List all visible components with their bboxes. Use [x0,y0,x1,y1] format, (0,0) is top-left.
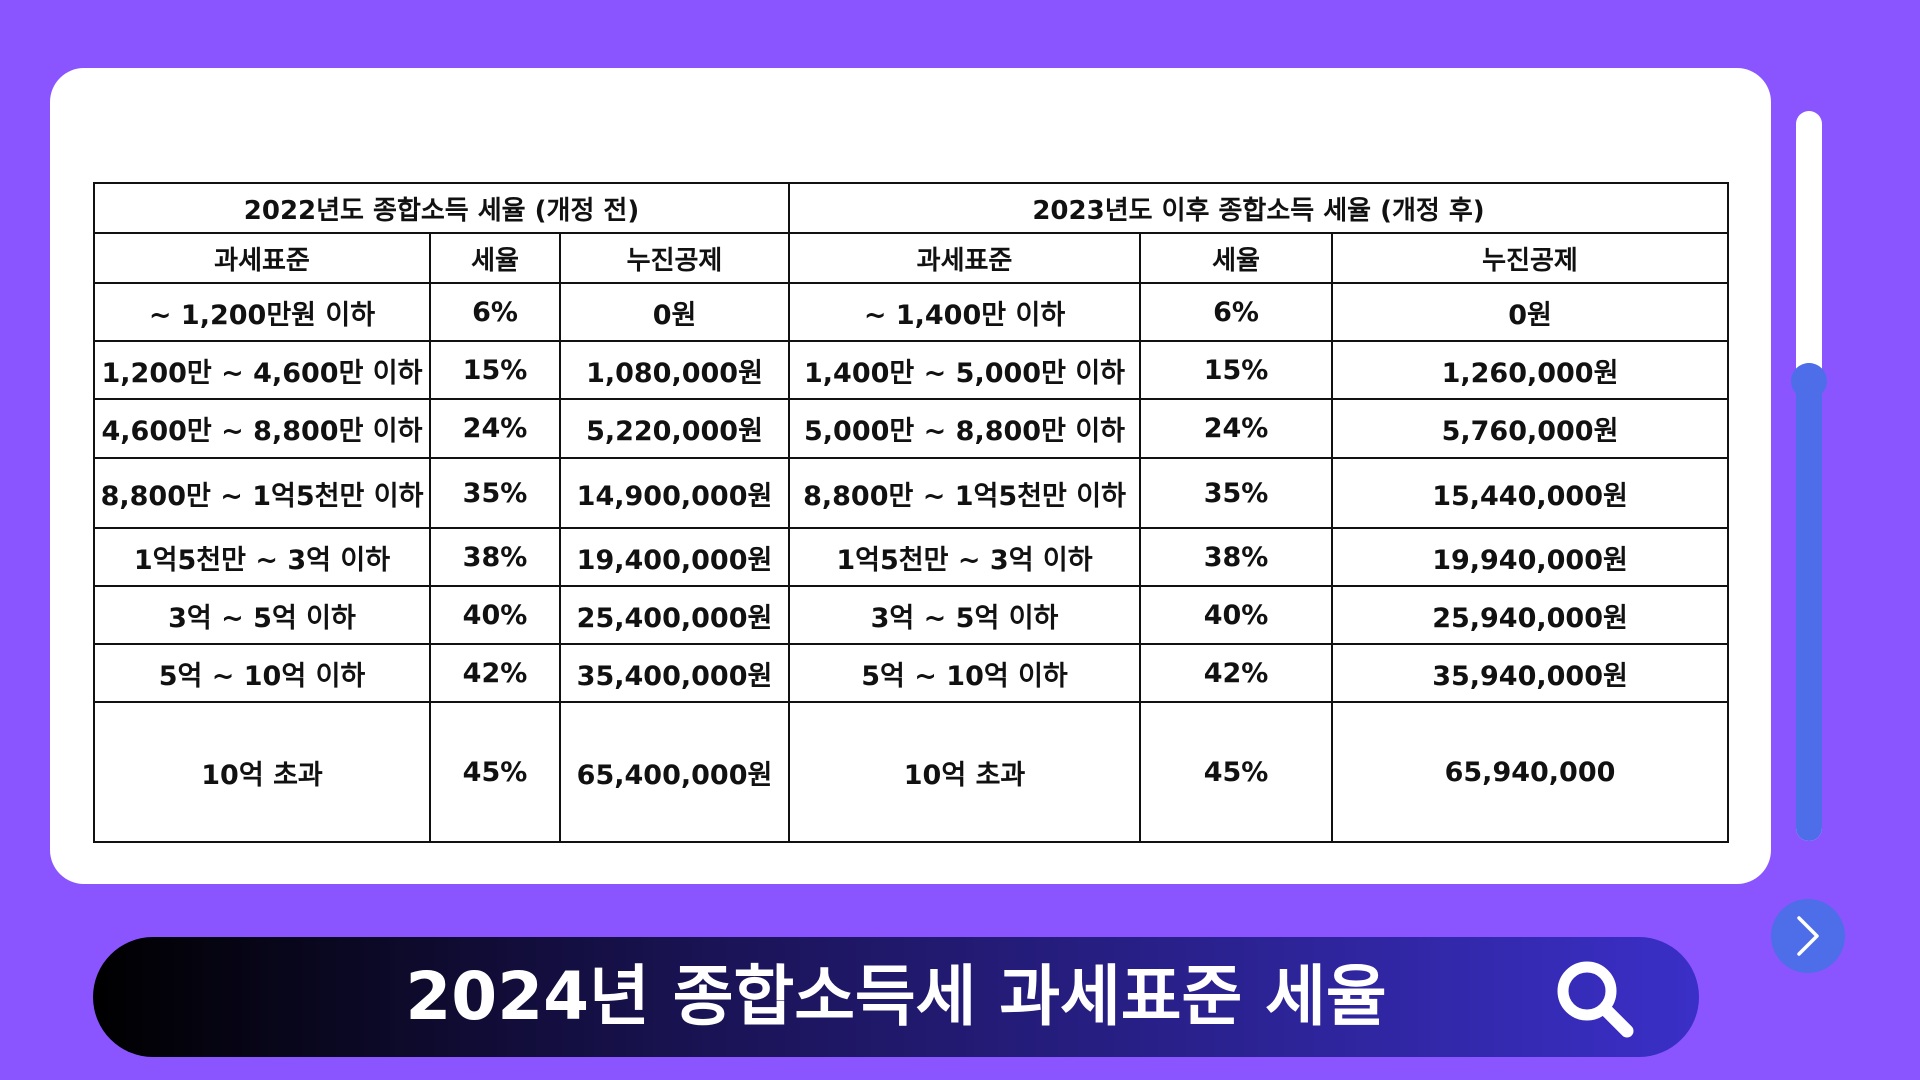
table-cell: 1,200만 ~ 4,600만 이하 [93,340,431,400]
table-row: 1,200만 ~ 4,600만 이하 15% 1,080,000원 1,400만… [93,340,1730,400]
table-cell: 15% [1139,340,1334,400]
table-cell: 40% [429,585,561,645]
table-cell: 65,400,000원 [558,701,791,843]
column-header-rate: 세율 [429,232,561,284]
table-cell: 5,760,000원 [1331,398,1730,459]
table-cell: 35% [429,457,561,529]
search-bar-title: 2024년 종합소득세 과세표준 세율 [405,958,1387,1035]
column-header-tax-base: 과세표준 [788,232,1142,284]
table-cell: 24% [1139,398,1334,459]
table-cell: 15,440,000원 [1331,457,1730,529]
table-cell: 25,400,000원 [558,585,791,645]
after-reform-title: 2023년도 이후 종합소득 세율 (개정 후) [788,182,1730,234]
search-icon[interactable] [1553,957,1637,1041]
table-cell: 42% [1139,643,1334,703]
scrollbar-handle[interactable] [1791,363,1827,399]
table-cell: 40% [1139,585,1334,645]
table-row: ~ 1,200만원 이하 6% 0원 ~ 1,400만 이하 6% 0원 [93,282,1730,342]
table-cell: 45% [1139,701,1334,843]
scrollbar-thumb[interactable] [1796,363,1822,841]
table-cell: 10억 초과 [788,701,1142,843]
table-cell: 1,080,000원 [558,340,791,400]
table-cell: 38% [1139,527,1334,587]
content-card: 2022년도 종합소득 세율 (개정 전) 2023년도 이후 종합소득 세율 … [50,68,1771,884]
table-cell: 45% [429,701,561,843]
table-cell: 42% [429,643,561,703]
table-cell: ~ 1,400만 이하 [788,282,1142,342]
table-cell: 35% [1139,457,1334,529]
table-cell: 6% [1139,282,1334,342]
table-header-row: 과세표준 세율 누진공제 과세표준 세율 누진공제 [93,232,1730,284]
scrollbar-track[interactable] [1791,111,1827,841]
table-cell: 5,000만 ~ 8,800만 이하 [788,398,1142,459]
table-cell: 19,940,000원 [1331,527,1730,587]
table-row: 1억5천만 ~ 3억 이하 38% 19,400,000원 1억5천만 ~ 3억… [93,527,1730,587]
table-cell: 5,220,000원 [558,398,791,459]
table-cell: 3억 ~ 5억 이하 [788,585,1142,645]
table-cell: ~ 1,200만원 이하 [93,282,431,342]
table-cell: 65,940,000 [1331,701,1730,843]
table-row: 4,600만 ~ 8,800만 이하 24% 5,220,000원 5,000만… [93,398,1730,459]
table-cell: 0원 [558,282,791,342]
table-cell: 1,260,000원 [1331,340,1730,400]
column-header-rate: 세율 [1139,232,1334,284]
table-cell: 15% [429,340,561,400]
table-cell: 8,800만 ~ 1억5천만 이하 [93,457,431,529]
table-cell: 38% [429,527,561,587]
table-cell: 24% [429,398,561,459]
table-row: 8,800만 ~ 1억5천만 이하 35% 14,900,000원 8,800만… [93,457,1730,529]
table-cell: 1억5천만 ~ 3억 이하 [788,527,1142,587]
table-cell: 5억 ~ 10억 이하 [93,643,431,703]
table-group-header-row: 2022년도 종합소득 세율 (개정 전) 2023년도 이후 종합소득 세율 … [92,182,1730,234]
table-cell: 8,800만 ~ 1억5천만 이하 [788,457,1142,529]
chevron-right-icon [1797,916,1819,956]
column-header-deduction: 누진공제 [558,232,791,284]
table-row: 10억 초과 45% 65,400,000원 10억 초과 45% 65,940… [93,701,1730,843]
table-cell: 4,600만 ~ 8,800만 이하 [93,398,431,459]
before-reform-title: 2022년도 종합소득 세율 (개정 전) [92,182,791,234]
table-cell: 25,940,000원 [1331,585,1730,645]
table-cell: 14,900,000원 [558,457,791,529]
search-bar[interactable]: 2024년 종합소득세 과세표준 세율 [93,937,1699,1057]
table-cell: 0원 [1331,282,1730,342]
table-cell: 10억 초과 [93,701,431,843]
tax-rate-table: 2022년도 종합소득 세율 (개정 전) 2023년도 이후 종합소득 세율 … [92,182,1730,843]
column-header-deduction: 누진공제 [1331,232,1730,284]
next-button[interactable] [1771,899,1845,973]
table-cell: 5억 ~ 10억 이하 [788,643,1142,703]
table-cell: 19,400,000원 [558,527,791,587]
table-row: 3억 ~ 5억 이하 40% 25,400,000원 3억 ~ 5억 이하 40… [93,585,1730,645]
table-cell: 6% [429,282,561,342]
table-cell: 1,400만 ~ 5,000만 이하 [788,340,1142,400]
column-header-tax-base: 과세표준 [93,232,431,284]
table-cell: 35,400,000원 [558,643,791,703]
table-cell: 35,940,000원 [1331,643,1730,703]
table-row: 5억 ~ 10억 이하 42% 35,400,000원 5억 ~ 10억 이하 … [93,643,1730,703]
table-cell: 1억5천만 ~ 3억 이하 [93,527,431,587]
table-cell: 3억 ~ 5억 이하 [93,585,431,645]
